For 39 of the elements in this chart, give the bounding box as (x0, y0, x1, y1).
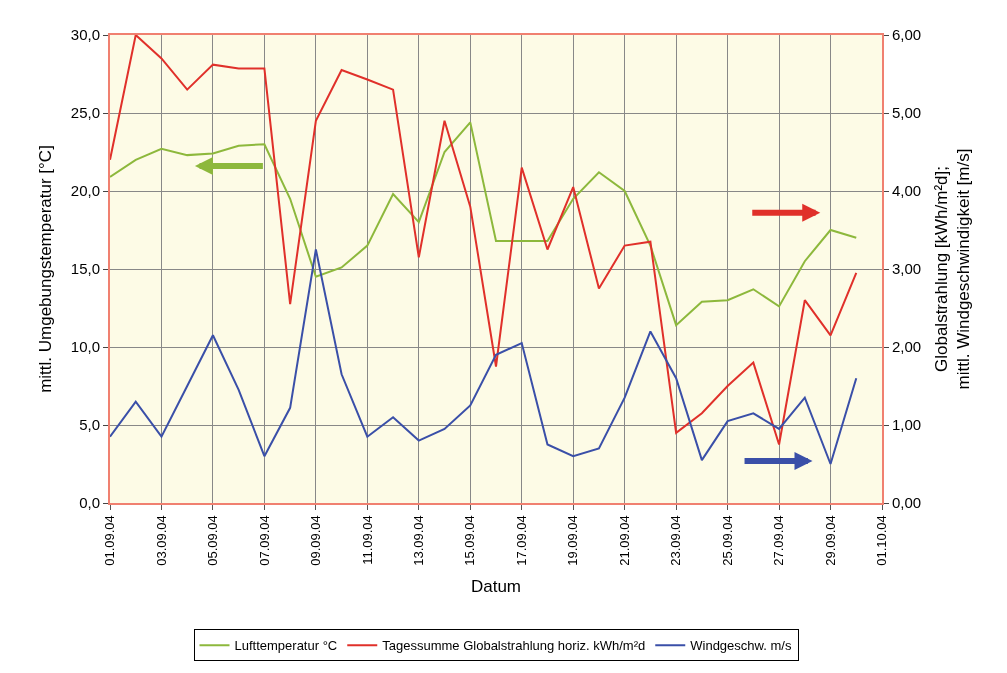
legend-label: Lufttemperatur °C (234, 638, 338, 654)
y-tick-label: 15,0 (70, 260, 100, 278)
x-tick-label: 27.09.04 (771, 515, 787, 566)
y2-tick-label: 6,00 (892, 26, 922, 44)
x-tick-label: 23.09.04 (668, 515, 684, 566)
y2-axis-title: Globalstrahlung [kWh/m²d]; mittl. Windgeschwindigkeit [m/s] (932, 148, 974, 390)
x-tick-label: 13.09.04 (411, 515, 427, 566)
x-tick-label: 11.09.04 (359, 515, 375, 565)
x-tick-label: 29.09.04 (822, 515, 838, 566)
y2-tick-label: 3,00 (892, 260, 922, 278)
x-tick-label: 25.09.04 (719, 515, 735, 566)
line-series (110, 248, 858, 465)
line-series (110, 35, 858, 446)
y2-tick-label: 4,00 (892, 182, 922, 200)
x-tick-label: 07.09.04 (256, 515, 272, 566)
x-tick-label: 17.09.04 (513, 515, 529, 566)
x-tick-label: 03.09.04 (153, 515, 169, 566)
y2-tick-label: 1,00 (892, 416, 922, 434)
y2-tick-label: 0,00 (892, 494, 922, 512)
legend-label: Tagessumme Globalstrahlung horiz. kWh/m²d (382, 638, 646, 654)
y2-tick-label: 5,00 (892, 104, 922, 122)
y-tick-label: 20,0 (70, 182, 100, 200)
y-axis-title: mittl. Umgebungstemperatur [°C] (35, 145, 55, 393)
x-tick-label: 05.09.04 (205, 515, 221, 566)
y-tick-label: 0,0 (79, 494, 100, 512)
x-tick-label: 09.09.04 (308, 515, 324, 566)
x-axis-title: Datum (470, 576, 522, 596)
y2-tick-label: 2,00 (892, 338, 922, 356)
x-tick-label: 19.09.04 (565, 515, 581, 566)
x-tick-label: 01.09.04 (102, 515, 118, 566)
y-tick-label: 30,0 (70, 26, 100, 44)
legend-label: Windgeschw. m/s (690, 638, 792, 654)
y-tick-label: 5,0 (79, 416, 100, 434)
y-tick-label: 25,0 (70, 104, 100, 122)
x-tick-label: 21.09.04 (616, 515, 632, 566)
x-tick-label: 01.10.04 (874, 515, 890, 566)
x-tick-label: 15.09.04 (462, 515, 478, 566)
y-tick-label: 10,0 (70, 338, 100, 356)
line-series (110, 121, 858, 327)
